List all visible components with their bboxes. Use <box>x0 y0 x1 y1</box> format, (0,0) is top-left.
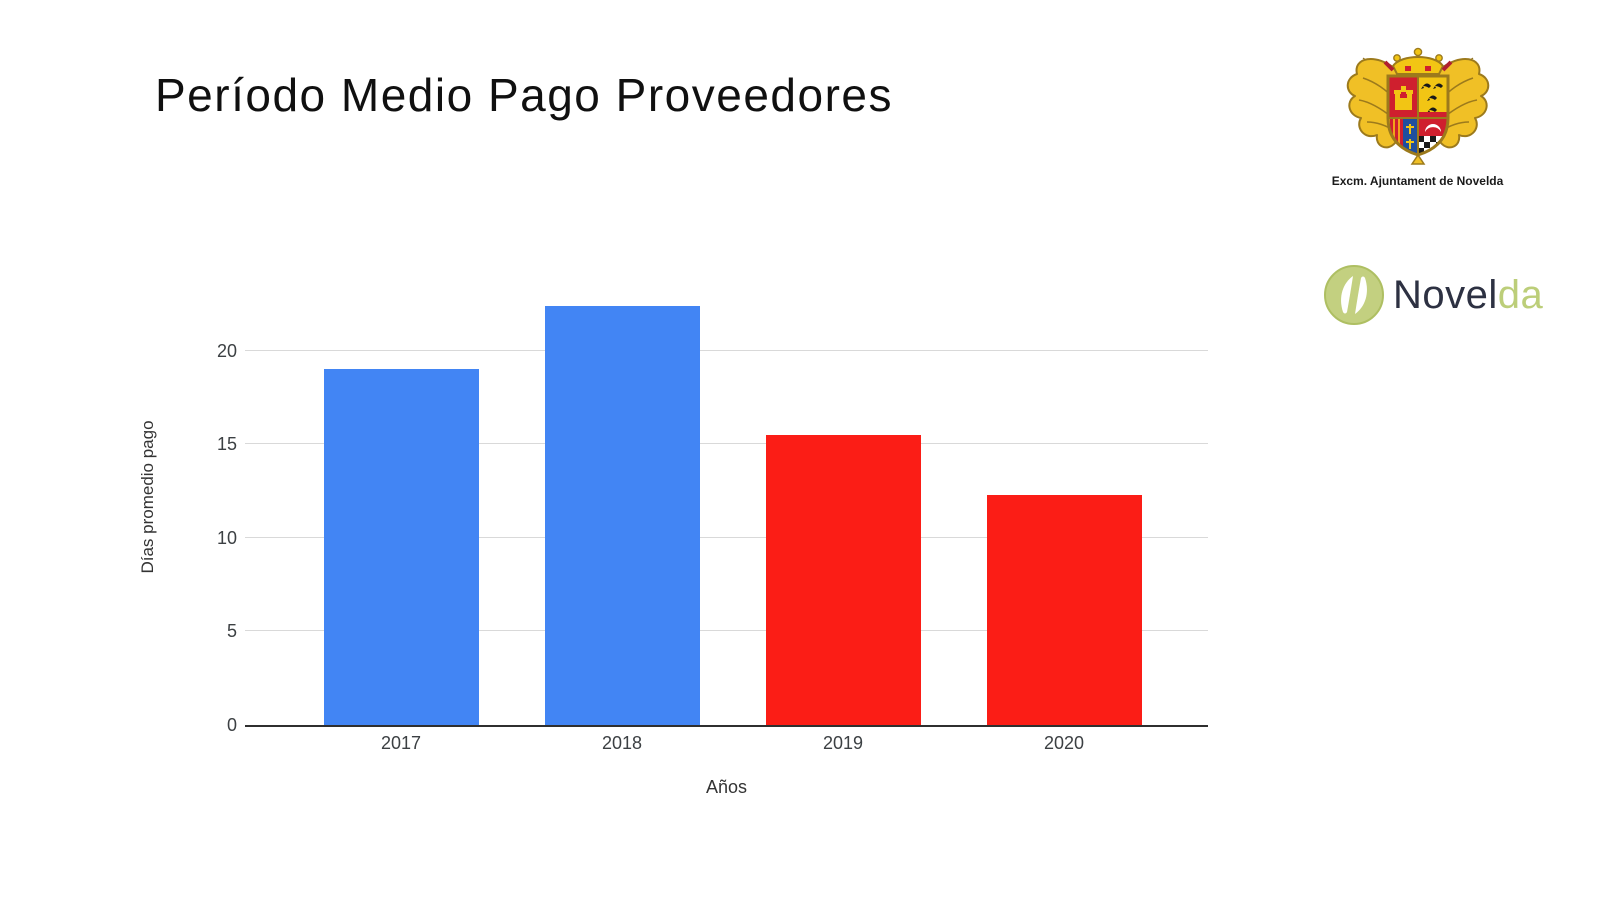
bar-2018 <box>544 305 700 725</box>
gridline <box>245 349 1208 351</box>
bar-2020 <box>986 494 1142 725</box>
x-axis-tick-label: 2020 <box>1043 733 1085 753</box>
x-axis-tick-label: 2018 <box>601 733 643 753</box>
novelda-logo: Novelda <box>1322 263 1543 327</box>
gridline <box>245 443 1208 445</box>
x-axis-title: Años <box>705 777 748 797</box>
novelda-wordmark: Novelda <box>1393 272 1544 317</box>
y-axis-tick-label: 20 <box>216 340 237 361</box>
coat-of-arms-block: Excm. Ajuntament de Novelda <box>1325 36 1510 188</box>
x-axis-tick-label: 2019 <box>822 733 864 753</box>
crest-caption: Excm. Ajuntament de Novelda <box>1331 174 1504 188</box>
plot-area: 0 5 10 15 20 2017 2018 2019 2020 <box>217 270 1208 753</box>
gridline <box>245 536 1208 538</box>
y-axis-title: Días promedio pago <box>138 420 157 574</box>
y-axis-tick-label: 10 <box>216 527 237 548</box>
x-axis-tick-label: 2017 <box>380 733 422 753</box>
y-axis-tick-label: 5 <box>226 621 237 642</box>
coat-of-arms-icon <box>1346 47 1489 165</box>
gridline <box>245 630 1208 632</box>
novelda-leaf-n-icon <box>1324 265 1384 325</box>
y-axis-tick-label: 15 <box>216 434 237 455</box>
bar-2017 <box>323 369 479 725</box>
bar-2019 <box>765 434 921 725</box>
page-title: Período Medio Pago Proveedores <box>155 69 893 121</box>
y-axis-tick-label: 0 <box>226 715 237 735</box>
